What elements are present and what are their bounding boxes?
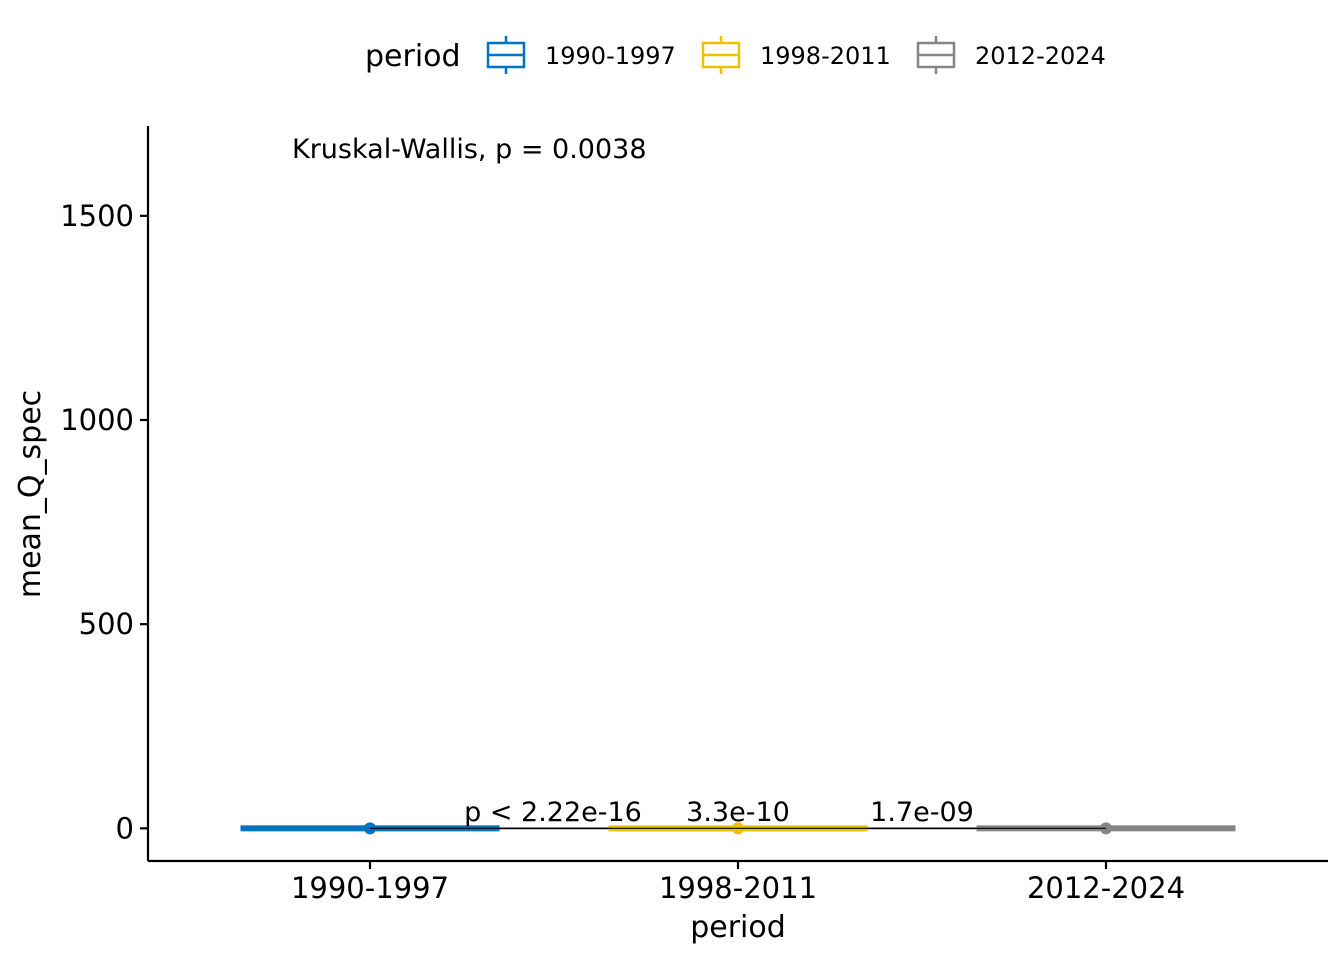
pairwise-p-label: 3.3e-10 [686,797,790,828]
legend-item: 2012-2024 [916,36,1106,74]
legend-label: 1998-2011 [760,42,891,70]
x-tick-label: 1990-1997 [291,871,449,905]
legend-label: 1990-1997 [545,42,676,70]
x-axis-title: period [690,910,786,945]
y-tick-label: 0 [116,811,134,845]
legend-title: period [365,39,461,74]
pairwise-p-label: 1.7e-09 [870,797,974,828]
pairwise-p-label: p < 2.22e-16 [464,797,642,828]
y-axis-title: mean_Q_spec [13,390,48,598]
y-tick-label: 500 [79,607,134,641]
x-tick-label: 2012-2024 [1027,871,1185,905]
y-tick-label: 1500 [60,199,134,233]
legend: period 1990-1997 1998-2011 2012-2024 [365,36,1106,74]
kruskal-wallis-annotation: Kruskal-Wallis, p = 0.0038 [292,134,647,165]
legend-item: 1990-1997 [486,36,676,74]
legend-label: 2012-2024 [975,42,1106,70]
x-tick-label: 1998-2011 [659,871,817,905]
legend-item: 1998-2011 [701,36,891,74]
y-tick-label: 1000 [60,403,134,437]
